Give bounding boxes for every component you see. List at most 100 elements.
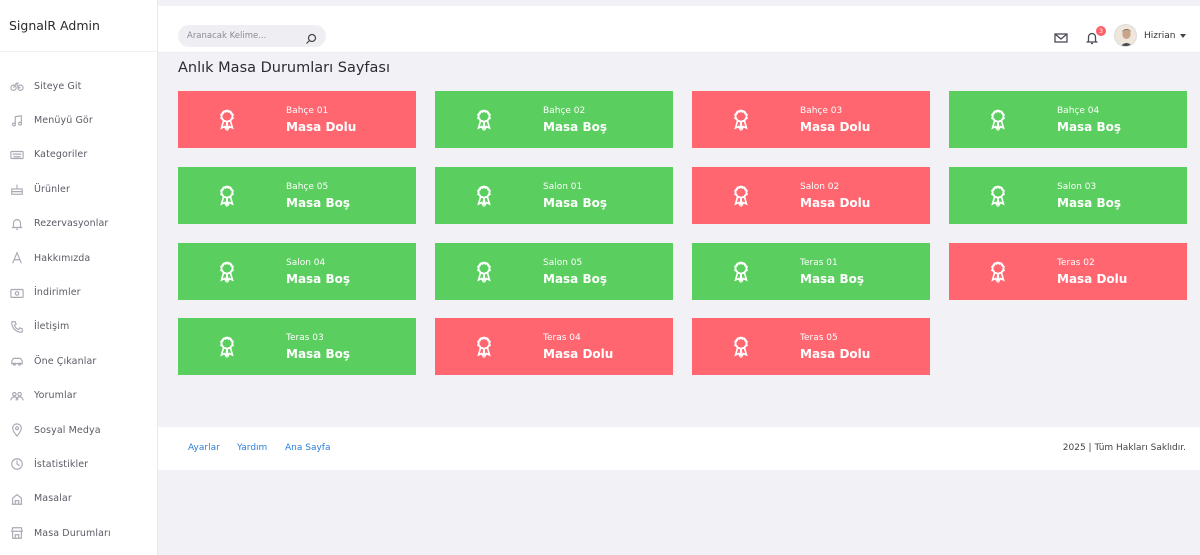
sidebar-item-hakkimizda[interactable]: Hakkımızda (0, 241, 157, 275)
sidebar-item-rezervasyonlar[interactable]: Rezervasyonlar (0, 207, 157, 241)
avatar[interactable] (1114, 24, 1137, 47)
sidebar-item-sosyal-medya[interactable]: Sosyal Medya (0, 413, 157, 447)
sidebar-item-label: Hakkımızda (34, 252, 91, 264)
table-card[interactable]: Teras 03 Masa Boş (178, 318, 416, 375)
sidebar-item-yorumlar[interactable]: Yorumlar (0, 379, 157, 413)
award-icon (472, 183, 496, 208)
sidebar-item-label: Masa Durumları (34, 527, 111, 539)
keyboard-icon (9, 147, 25, 163)
table-card[interactable]: Bahçe 03 Masa Dolu (692, 91, 930, 148)
award-icon (986, 183, 1010, 208)
table-status: Masa Boş (543, 272, 607, 286)
table-card[interactable]: Bahçe 01 Masa Dolu (178, 91, 416, 148)
sidebar-menu: Siteye Git Menüyü Gör Kategoriler Ürünle… (0, 69, 157, 550)
table-name: Salon 04 (286, 258, 326, 268)
table-name: Teras 01 (800, 258, 838, 268)
letter-a-icon (9, 250, 25, 266)
table-status: Masa Dolu (800, 347, 871, 361)
sidebar-item-label: Kategoriler (34, 149, 88, 161)
table-name: Salon 05 (543, 258, 583, 268)
sidebar-item-label: Öne Çıkanlar (34, 355, 97, 367)
table-status: Masa Dolu (1057, 272, 1128, 286)
building-icon (9, 491, 25, 507)
cake-icon (9, 181, 25, 197)
username[interactable]: Hizrian (1144, 31, 1176, 41)
notification-badge: 3 (1096, 26, 1106, 36)
table-status: Masa Boş (800, 272, 864, 286)
footer-link-ayarlar[interactable]: Ayarlar (188, 443, 220, 453)
award-icon (472, 107, 496, 132)
table-status: Masa Dolu (800, 120, 871, 134)
page-title: Anlık Masa Durumları Sayfası (178, 60, 391, 76)
footer-link-ana-sayfa[interactable]: Ana Sayfa (285, 443, 331, 453)
header: 3 Hizrian (158, 6, 1200, 53)
search-input[interactable] (187, 31, 299, 41)
table-status: Masa Dolu (800, 196, 871, 210)
table-status: Masa Boş (286, 196, 350, 210)
sidebar-item-urunler[interactable]: Ürünler (0, 172, 157, 206)
table-name: Teras 04 (543, 333, 581, 343)
clock-icon (9, 456, 25, 472)
table-name: Bahçe 03 (800, 106, 843, 116)
sidebar-item-iletisim[interactable]: İletişim (0, 310, 157, 344)
table-card[interactable]: Teras 05 Masa Dolu (692, 318, 930, 375)
mail-icon[interactable] (1054, 30, 1068, 44)
table-card[interactable]: Salon 04 Masa Boş (178, 243, 416, 300)
footer: Ayarlar Yardım Ana Sayfa 2025 | Tüm Hakl… (158, 427, 1200, 470)
top-strip (158, 0, 1200, 6)
chevron-down-icon[interactable] (1180, 34, 1186, 38)
sidebar-item-kategoriler[interactable]: Kategoriler (0, 138, 157, 172)
sidebar-item-one-cikanlar[interactable]: Öne Çıkanlar (0, 344, 157, 378)
footer-link-yardim[interactable]: Yardım (237, 443, 268, 453)
table-card[interactable]: Salon 05 Masa Boş (435, 243, 673, 300)
table-card[interactable]: Bahçe 05 Masa Boş (178, 167, 416, 224)
sidebar-item-indirimler[interactable]: İndirimler (0, 275, 157, 309)
award-icon (472, 259, 496, 284)
table-card[interactable]: Teras 04 Masa Dolu (435, 318, 673, 375)
table-name: Bahçe 02 (543, 106, 586, 116)
award-icon (986, 107, 1010, 132)
table-name: Bahçe 05 (286, 182, 329, 192)
award-icon (215, 334, 239, 359)
sidebar-item-istatistikler[interactable]: İstatistikler (0, 447, 157, 481)
sidebar-item-label: Ürünler (34, 183, 70, 195)
notification-bell-icon[interactable] (1085, 30, 1099, 45)
table-card[interactable]: Teras 02 Masa Dolu (949, 243, 1187, 300)
search-icon[interactable] (305, 30, 317, 44)
users-icon (9, 388, 25, 404)
sidebar-item-menuyu-gor[interactable]: Menüyü Gör (0, 103, 157, 137)
table-status: Masa Boş (1057, 196, 1121, 210)
table-name: Salon 01 (543, 182, 583, 192)
table-card[interactable]: Bahçe 02 Masa Boş (435, 91, 673, 148)
sidebar-item-siteye-git[interactable]: Siteye Git (0, 69, 157, 103)
table-card[interactable]: Salon 02 Masa Dolu (692, 167, 930, 224)
table-name: Bahçe 01 (286, 106, 329, 116)
table-card[interactable]: Salon 01 Masa Boş (435, 167, 673, 224)
sidebar-item-masa-durumlari[interactable]: Masa Durumları (0, 516, 157, 550)
table-card[interactable]: Bahçe 04 Masa Boş (949, 91, 1187, 148)
table-status: Masa Boş (543, 120, 607, 134)
award-icon (215, 183, 239, 208)
bell-icon (9, 216, 25, 232)
sidebar-item-masalar[interactable]: Masalar (0, 482, 157, 516)
table-status: Masa Boş (286, 272, 350, 286)
bicycle-icon (9, 78, 25, 94)
sidebar-item-label: Menüyü Gör (34, 115, 93, 127)
table-name: Salon 03 (1057, 182, 1097, 192)
search-box (178, 25, 326, 47)
table-status: Masa Dolu (543, 347, 614, 361)
brand-title[interactable]: SignalR Admin (0, 0, 157, 52)
table-status: Masa Boş (286, 347, 350, 361)
table-name: Salon 02 (800, 182, 840, 192)
award-icon (215, 259, 239, 284)
award-icon (729, 334, 753, 359)
sidebar: SignalR Admin Siteye Git Menüyü Gör Kate… (0, 0, 158, 555)
table-card[interactable]: Salon 03 Masa Boş (949, 167, 1187, 224)
sidebar-item-label: Yorumlar (34, 390, 77, 402)
table-name: Teras 05 (800, 333, 838, 343)
award-icon (729, 183, 753, 208)
award-icon (986, 259, 1010, 284)
table-card[interactable]: Teras 01 Masa Boş (692, 243, 930, 300)
money-icon (9, 285, 25, 301)
shop-icon (9, 525, 25, 541)
